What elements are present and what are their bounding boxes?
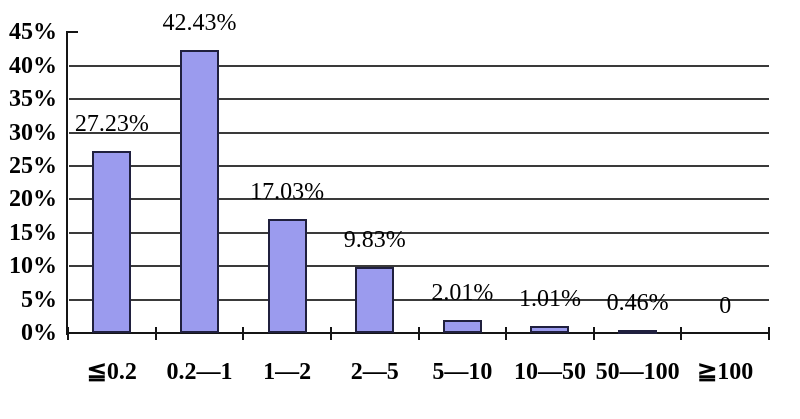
x-axis-label: 5—10 [432, 359, 493, 385]
y-axis-label: 30% [9, 119, 57, 146]
bar [92, 151, 132, 333]
gridline [69, 165, 769, 167]
bar [267, 219, 307, 333]
y-axis-label: 10% [9, 253, 57, 280]
y-axis-label: 40% [9, 52, 57, 79]
x-axis-label: ≦0.2 [86, 359, 137, 385]
x-axis-tick [592, 327, 595, 340]
bar [618, 329, 658, 334]
bar [179, 49, 219, 333]
x-axis-tick [67, 327, 69, 340]
gridline [69, 231, 769, 234]
x-axis-tick [768, 327, 770, 340]
bar-value-label: 42.43% [162, 9, 237, 36]
y-axis-line [66, 31, 68, 335]
gridline [69, 198, 769, 201]
y-axis-label: 20% [9, 186, 57, 213]
bar-value-label: 27.23% [74, 111, 149, 138]
x-axis-tick [154, 327, 157, 340]
y-axis-label: 45% [9, 19, 57, 46]
y-axis-top-tick [68, 31, 78, 34]
bar-value-label: 9.83% [343, 227, 406, 254]
bar [530, 326, 570, 333]
x-axis-label: 0.2—1 [166, 359, 233, 385]
gridline [69, 131, 769, 134]
x-axis-label: 2—5 [350, 359, 399, 385]
y-axis-label: 0% [21, 320, 57, 346]
bar [355, 267, 395, 333]
x-axis-label: 10—50 [513, 359, 586, 385]
bar-value-label: 1.01% [518, 286, 581, 313]
gridline [69, 265, 769, 268]
y-axis-label: 5% [21, 286, 57, 313]
gridline [69, 298, 769, 301]
x-axis-label: ≧100 [697, 359, 754, 385]
gridline [69, 64, 769, 67]
y-axis-label: 15% [9, 219, 57, 246]
x-axis-label: 1—2 [263, 359, 312, 385]
x-axis-tick [242, 327, 245, 340]
x-axis-tick [417, 327, 420, 340]
x-axis-tick [329, 327, 332, 340]
bar-value-label: 2.01% [431, 279, 494, 306]
x-axis-label: 50—100 [595, 359, 680, 385]
y-axis-label: 25% [9, 153, 57, 179]
bar-value-label: 0.46% [606, 289, 669, 316]
x-axis-tick [505, 327, 508, 340]
x-axis-tick [680, 327, 683, 340]
bar-value-label: 17.03% [250, 179, 325, 206]
y-axis-label: 35% [9, 86, 57, 113]
bar [442, 319, 482, 333]
bar-value-label: 0 [719, 293, 732, 319]
gridline [69, 98, 769, 101]
